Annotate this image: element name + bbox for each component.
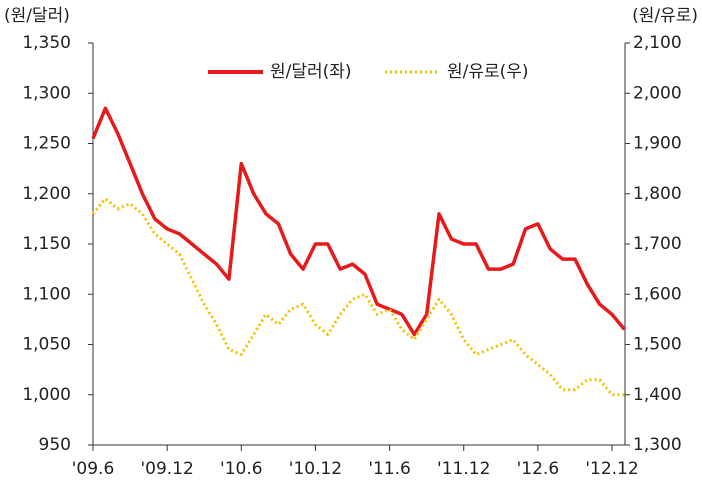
y2-tick-label: 1,400 (633, 385, 682, 405)
y2-tick-label: 2,100 (633, 33, 682, 53)
y-tick-label: 1,200 (22, 184, 71, 204)
y2-tick-label: 1,600 (633, 284, 682, 304)
x-tick-label: '12.6 (517, 459, 560, 479)
x-tick-label: '11.12 (437, 459, 490, 479)
y-tick-label: 1,350 (22, 33, 71, 53)
y-tick-label: 1,250 (22, 134, 71, 154)
y2-tick-label: 1,500 (633, 335, 682, 355)
legend-label: 원/달러(좌) (270, 62, 352, 82)
legend-label: 원/유로(우) (447, 62, 529, 82)
y-axis-label: (원/달러) (4, 6, 70, 26)
y-tick-label: 1,050 (22, 335, 71, 355)
y-tick-label: 950 (39, 435, 71, 455)
x-tick-label: '10.6 (220, 459, 263, 479)
x-tick-label: '11.6 (368, 459, 411, 479)
y2-tick-label: 1,800 (633, 184, 682, 204)
x-tick-label: '12.12 (585, 459, 638, 479)
y-tick-label: 1,300 (22, 83, 71, 103)
series-line (91, 197, 625, 397)
y-tick-label: 1,150 (22, 234, 71, 254)
x-tick-label: '09.6 (72, 459, 115, 479)
x-tick-label: '09.12 (140, 459, 193, 479)
y2-tick-label: 1,700 (633, 234, 682, 254)
y2-tick-label: 1,900 (633, 134, 682, 154)
y2-tick-label: 2,000 (633, 83, 682, 103)
x-tick-label: '10.12 (289, 459, 342, 479)
y2-tick-label: 1,300 (633, 435, 682, 455)
y-tick-label: 1,100 (22, 284, 71, 304)
y2-axis-label: (원/유로) (632, 6, 698, 26)
y-tick-label: 1,000 (22, 385, 71, 405)
series-line (91, 106, 626, 337)
